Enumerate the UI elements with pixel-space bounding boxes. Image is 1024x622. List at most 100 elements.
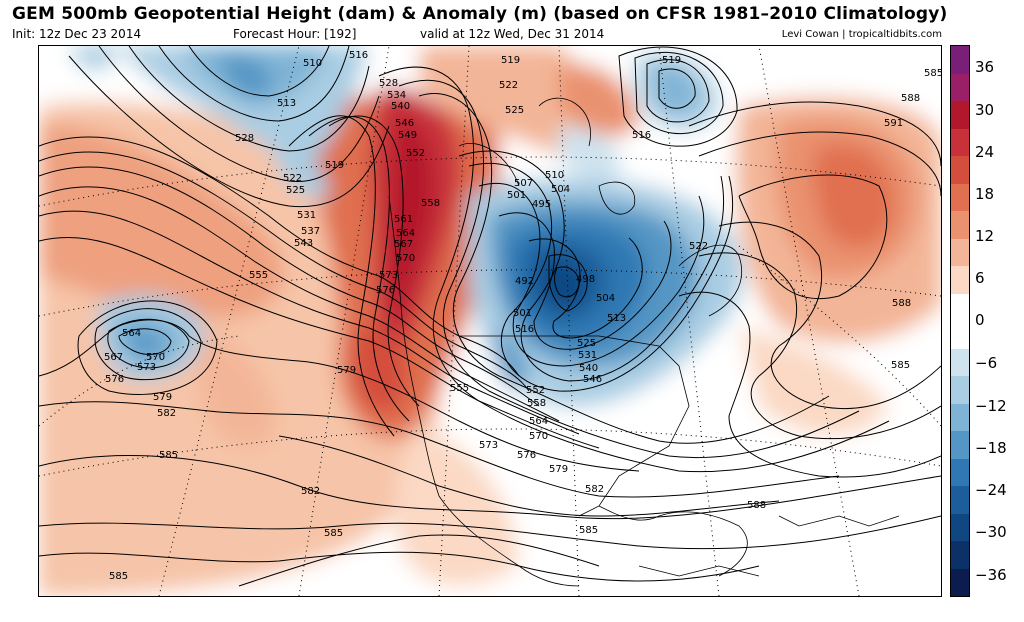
colorbar-segment <box>951 541 969 569</box>
contour-label: 570 <box>529 431 548 442</box>
contour-label: 564 <box>396 228 415 239</box>
colorbar-segment <box>951 128 969 156</box>
contour-label: 513 <box>277 98 296 109</box>
coastlines <box>388 97 900 587</box>
colorbar-segment <box>951 431 969 459</box>
contour-label: 555 <box>249 270 268 281</box>
contour-label: 510 <box>545 170 564 181</box>
height-contours <box>39 46 941 587</box>
colorbar-tick-label: −30 <box>975 523 1007 541</box>
contour-label: 504 <box>596 293 615 304</box>
colorbar-tick-label: 24 <box>975 143 995 161</box>
contour-label: 579 <box>153 392 172 403</box>
contour-label: 561 <box>394 214 413 225</box>
colorbar-segment <box>951 101 969 129</box>
contour-label: 591 <box>884 118 903 129</box>
contour-label: 516 <box>632 130 651 141</box>
contour-label: 579 <box>549 464 568 475</box>
colorbar-segment <box>951 266 969 294</box>
colorbar-segment <box>951 183 969 211</box>
contour-label: 558 <box>421 198 440 209</box>
credit-text: Levi Cowan | tropicaltidbits.com <box>781 29 942 40</box>
anomaly-shading <box>39 46 941 596</box>
contour-label: 576 <box>105 374 124 385</box>
contour-label: 543 <box>294 238 313 249</box>
colorbar-segment <box>951 321 969 349</box>
contour-label: 498 <box>576 274 595 285</box>
contour-label: 531 <box>297 210 316 221</box>
contour-label: 492 <box>515 276 534 287</box>
contour-label: 531 <box>578 350 597 361</box>
contour-label: 573 <box>379 270 398 281</box>
contour-label: 546 <box>395 118 414 129</box>
contour-label: 582 <box>301 486 320 497</box>
lat-lon-grid <box>39 46 941 596</box>
map-title: GEM 500mb Geopotential Height (dam) & An… <box>12 4 948 24</box>
contour-label: 582 <box>157 408 176 419</box>
colorbar-segment <box>951 376 969 404</box>
contour-label: 504 <box>551 184 570 195</box>
colorbar-tick-label: 30 <box>975 101 995 119</box>
contour-label: 495 <box>532 199 551 210</box>
colorbar-tick-label: −24 <box>975 481 1007 499</box>
contour-label: 585 <box>324 528 343 539</box>
colorbar-segment <box>951 73 969 101</box>
contour-label: 576 <box>376 285 395 296</box>
contour-label: 585 <box>109 571 128 582</box>
contour-label: 588 <box>892 298 911 309</box>
colorbar-tick-label: −18 <box>975 439 1007 457</box>
contour-label: 585 <box>159 450 178 461</box>
contour-label: 525 <box>577 338 596 349</box>
contour-label: 519 <box>325 160 344 171</box>
init-time: Init: 12z Dec 23 2014 <box>12 27 142 41</box>
colorbar-tick-label: 12 <box>975 227 995 245</box>
colorbar-segment <box>951 293 969 321</box>
contour-label: 528 <box>235 133 254 144</box>
contour-label: 555 <box>450 383 469 394</box>
contour-label: 570 <box>396 253 415 264</box>
contour-label: 525 <box>286 185 305 196</box>
contour-label: 549 <box>398 130 417 141</box>
contour-label: 540 <box>391 101 410 112</box>
colorbar-segment <box>951 238 969 266</box>
colorbar-segment <box>951 156 969 184</box>
colorbar-tick-label: −6 <box>975 354 998 372</box>
contour-label: 558 <box>527 398 546 409</box>
contour-label: 585 <box>924 68 941 79</box>
contour-label: 522 <box>499 80 518 91</box>
contour-label: 585 <box>579 525 598 536</box>
anomaly-colorbar <box>950 45 970 597</box>
contour-label: 546 <box>583 374 602 385</box>
contour-label: 534 <box>387 90 406 101</box>
colorbar-tick-label: −36 <box>975 566 1007 584</box>
colorbar-tick-label: 6 <box>975 269 985 287</box>
contour-label: 552 <box>406 148 425 159</box>
contour-label: 513 <box>607 313 626 324</box>
contour-label: 522 <box>283 173 302 184</box>
height-labels: 5105165195195855135285345405225885285465… <box>104 50 941 582</box>
contour-label: 573 <box>479 440 498 451</box>
contour-label: 573 <box>137 362 156 373</box>
colorbar-segment <box>951 568 969 596</box>
contour-label: 540 <box>579 363 598 374</box>
contour-label: 564 <box>529 416 548 427</box>
contour-label: 525 <box>505 105 524 116</box>
contour-label: 564 <box>122 328 141 339</box>
contour-label: 567 <box>104 352 123 363</box>
contour-label: 582 <box>585 484 604 495</box>
contour-label: 528 <box>379 78 398 89</box>
contour-label: 567 <box>394 239 413 250</box>
anomaly-map: 5105165195195855135285345405225885285465… <box>39 46 941 596</box>
contour-label: 501 <box>507 190 526 201</box>
contour-label: 537 <box>301 226 320 237</box>
contour-label: 552 <box>526 385 545 396</box>
contour-label: 522 <box>689 241 708 252</box>
contour-label: 588 <box>901 93 920 104</box>
colorbar-segment <box>951 348 969 376</box>
contour-label: 501 <box>513 308 532 319</box>
colorbar-tick-label: 0 <box>975 311 985 329</box>
contour-label: 510 <box>303 58 322 69</box>
contour-label: 579 <box>337 365 356 376</box>
forecast-hour: Forecast Hour: [192] <box>233 27 357 41</box>
contour-label: 519 <box>501 55 520 66</box>
